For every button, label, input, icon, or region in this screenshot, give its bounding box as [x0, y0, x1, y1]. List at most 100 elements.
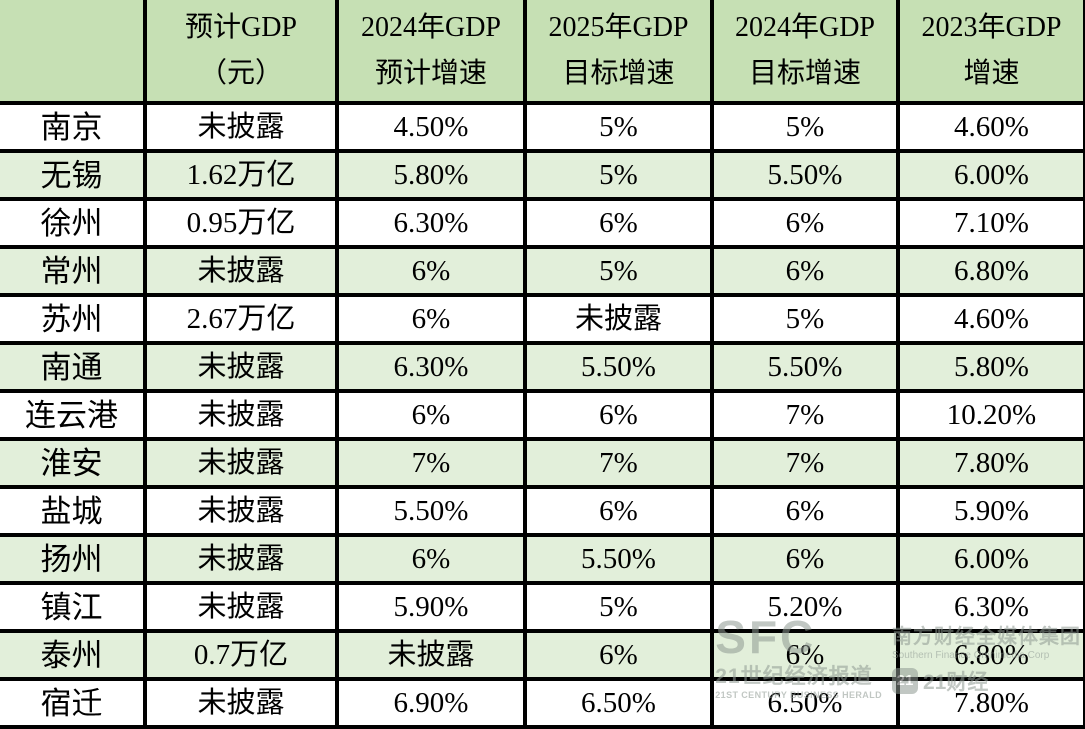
value-cell: 7% — [710, 389, 900, 441]
city-cell: 扬州 — [0, 533, 147, 585]
header-line: 目标增速 — [748, 57, 861, 89]
value-cell: 7% — [710, 437, 900, 489]
value-cell: 5.50% — [710, 149, 900, 201]
value-cell: 5% — [710, 293, 900, 345]
header-line: 增速 — [963, 57, 1020, 89]
value-cell: 5.50% — [523, 533, 714, 585]
value-cell: 5.90% — [335, 581, 527, 633]
value-cell: 6.30% — [896, 581, 1085, 633]
table-row: 常州 未披露 6% 5% 6% 6.80% — [0, 245, 1085, 297]
value-cell: 4.60% — [896, 101, 1085, 153]
header-line: 2023年GDP — [921, 11, 1062, 43]
value-cell: 未披露 — [143, 677, 339, 729]
table-row: 盐城 未披露 5.50% 6% 6% 5.90% — [0, 485, 1085, 537]
value-cell: 6% — [335, 389, 527, 441]
table-row: 扬州 未披露 6% 5.50% 6% 6.00% — [0, 533, 1085, 585]
header-line: （元） — [198, 57, 283, 89]
value-cell: 未披露 — [143, 437, 339, 489]
table-row: 苏州 2.67万亿 6% 未披露 5% 4.60% — [0, 293, 1085, 345]
header-cell-city — [0, 0, 147, 105]
value-cell: 6.30% — [335, 341, 527, 393]
header-cell-2025-target-growth: 2025年GDP 目标增速 — [523, 0, 714, 105]
value-cell: 5% — [523, 245, 714, 297]
value-cell: 5.50% — [710, 341, 900, 393]
value-cell: 未披露 — [143, 101, 339, 153]
value-cell: 6% — [710, 485, 900, 537]
value-cell: 未披露 — [143, 389, 339, 441]
city-cell: 无锡 — [0, 149, 147, 201]
table-row: 淮安 未披露 7% 7% 7% 7.80% — [0, 437, 1085, 489]
value-cell: 4.50% — [335, 101, 527, 153]
value-cell: 6% — [335, 533, 527, 585]
value-cell: 6% — [335, 245, 527, 297]
header-line: 2025年GDP — [548, 11, 689, 43]
header-cell-2024-expected-growth: 2024年GDP 预计增速 — [335, 0, 527, 105]
value-cell: 6% — [710, 197, 900, 249]
value-cell: 未披露 — [335, 629, 527, 681]
value-cell: 6% — [710, 629, 900, 681]
city-cell: 淮安 — [0, 437, 147, 489]
value-cell: 未披露 — [143, 533, 339, 585]
value-cell: 未披露 — [143, 581, 339, 633]
table-row: 泰州 0.7万亿 未披露 6% 6% 6.80% — [0, 629, 1085, 681]
value-cell: 6.80% — [896, 629, 1085, 681]
city-cell: 南通 — [0, 341, 147, 393]
value-cell: 2.67万亿 — [143, 293, 339, 345]
value-cell: 7.80% — [896, 437, 1085, 489]
city-cell: 苏州 — [0, 293, 147, 345]
value-cell: 5% — [710, 101, 900, 153]
value-cell: 6% — [710, 533, 900, 585]
value-cell: 6.50% — [710, 677, 900, 729]
value-cell: 10.20% — [896, 389, 1085, 441]
header-line: 2024年GDP — [734, 11, 875, 43]
table-row: 徐州 0.95万亿 6.30% 6% 6% 7.10% — [0, 197, 1085, 249]
city-cell: 徐州 — [0, 197, 147, 249]
value-cell: 7% — [335, 437, 527, 489]
value-cell: 7.80% — [896, 677, 1085, 729]
value-cell: 6% — [523, 485, 714, 537]
value-cell: 5% — [523, 101, 714, 153]
header-line: 2024年GDP — [360, 11, 501, 43]
table-row: 镇江 未披露 5.90% 5% 5.20% 6.30% — [0, 581, 1085, 633]
value-cell: 6% — [710, 245, 900, 297]
city-cell: 镇江 — [0, 581, 147, 633]
value-cell: 5.50% — [335, 485, 527, 537]
value-cell: 6.90% — [335, 677, 527, 729]
city-cell: 宿迁 — [0, 677, 147, 729]
value-cell: 5.20% — [710, 581, 900, 633]
city-cell: 盐城 — [0, 485, 147, 537]
header-row: 预计GDP （元） 2024年GDP 预计增速 2025年GDP 目标增速 20… — [0, 0, 1085, 105]
value-cell: 1.62万亿 — [143, 149, 339, 201]
value-cell: 未披露 — [143, 485, 339, 537]
table-row: 连云港 未披露 6% 6% 7% 10.20% — [0, 389, 1085, 441]
value-cell: 5% — [523, 581, 714, 633]
value-cell: 6% — [523, 197, 714, 249]
value-cell: 6% — [523, 389, 714, 441]
header-line: 目标增速 — [562, 57, 675, 89]
header-cell-expected-gdp: 预计GDP （元） — [143, 0, 339, 105]
header-cell-2024-target-growth: 2024年GDP 目标增速 — [710, 0, 900, 105]
table-row: 宿迁 未披露 6.90% 6.50% 6.50% 7.80% — [0, 677, 1085, 729]
header-line: 预计GDP — [184, 11, 297, 43]
value-cell: 未披露 — [143, 341, 339, 393]
city-cell: 连云港 — [0, 389, 147, 441]
value-cell: 未披露 — [143, 245, 339, 297]
value-cell: 5% — [523, 149, 714, 201]
city-cell: 泰州 — [0, 629, 147, 681]
table-row: 南京 未披露 4.50% 5% 5% 4.60% — [0, 101, 1085, 153]
value-cell: 4.60% — [896, 293, 1085, 345]
table-row: 无锡 1.62万亿 5.80% 5% 5.50% 6.00% — [0, 149, 1085, 201]
value-cell: 6.00% — [896, 149, 1085, 201]
value-cell: 5.80% — [335, 149, 527, 201]
value-cell: 7% — [523, 437, 714, 489]
value-cell: 5.50% — [523, 341, 714, 393]
value-cell: 未披露 — [523, 293, 714, 345]
city-cell: 常州 — [0, 245, 147, 297]
value-cell: 7.10% — [896, 197, 1085, 249]
value-cell: 5.80% — [896, 341, 1085, 393]
value-cell: 5.90% — [896, 485, 1085, 537]
header-line: 预计增速 — [374, 57, 487, 89]
value-cell: 6% — [335, 293, 527, 345]
city-cell: 南京 — [0, 101, 147, 153]
